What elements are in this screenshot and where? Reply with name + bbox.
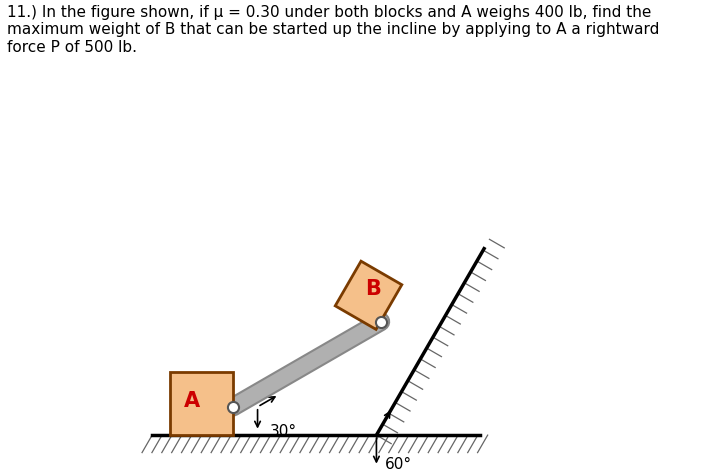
Bar [170, 372, 233, 435]
Polygon shape [335, 261, 402, 329]
Text: 60°: 60° [384, 457, 411, 471]
Text: 30°: 30° [270, 424, 297, 439]
Text: B: B [365, 278, 381, 299]
Text: A: A [184, 390, 200, 411]
Text: 11.) In the figure shown, if μ = 0.30 under both blocks and A weighs 400 lb, fin: 11.) In the figure shown, if μ = 0.30 un… [7, 5, 659, 55]
